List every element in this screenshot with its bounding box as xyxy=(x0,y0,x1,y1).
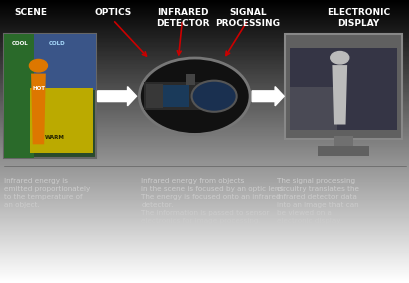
Circle shape xyxy=(29,59,47,72)
FancyBboxPatch shape xyxy=(333,136,352,147)
FancyBboxPatch shape xyxy=(317,146,368,156)
Text: COOL: COOL xyxy=(11,41,28,46)
Text: INFRARED
DETECTOR: INFRARED DETECTOR xyxy=(155,8,209,28)
FancyArrow shape xyxy=(252,87,283,106)
Text: ELECTRONIC
DISPLAY: ELECTRONIC DISPLAY xyxy=(326,8,389,28)
FancyBboxPatch shape xyxy=(144,82,215,110)
Text: Infrared energy is
emitted proportionately
to the temperature of
an object.: Infrared energy is emitted proportionate… xyxy=(4,178,90,208)
FancyBboxPatch shape xyxy=(290,87,336,130)
Text: SIGNAL
PROCESSING: SIGNAL PROCESSING xyxy=(215,8,280,28)
Text: The signal processing
circuitry translates the
infrared detector data
into an im: The signal processing circuitry translat… xyxy=(276,178,358,224)
Polygon shape xyxy=(332,65,346,125)
Polygon shape xyxy=(31,74,46,144)
Text: COLD: COLD xyxy=(49,41,66,46)
FancyArrow shape xyxy=(97,87,136,106)
Text: OPTICS: OPTICS xyxy=(94,8,131,18)
Circle shape xyxy=(139,58,249,134)
Text: HOT: HOT xyxy=(33,86,46,91)
FancyBboxPatch shape xyxy=(4,34,34,158)
Text: SCENE: SCENE xyxy=(14,8,47,18)
Text: WARM: WARM xyxy=(45,135,65,140)
Circle shape xyxy=(191,81,236,112)
FancyBboxPatch shape xyxy=(158,85,189,107)
FancyBboxPatch shape xyxy=(4,34,96,90)
FancyBboxPatch shape xyxy=(284,34,401,139)
FancyBboxPatch shape xyxy=(146,84,162,108)
FancyBboxPatch shape xyxy=(289,48,396,130)
FancyBboxPatch shape xyxy=(4,34,96,158)
Text: Infrared energy from objects
in the scene is focused by an optic lens.
The energ: Infrared energy from objects in the scen… xyxy=(141,178,285,224)
FancyBboxPatch shape xyxy=(30,88,92,153)
FancyBboxPatch shape xyxy=(186,74,195,85)
Circle shape xyxy=(330,52,348,64)
